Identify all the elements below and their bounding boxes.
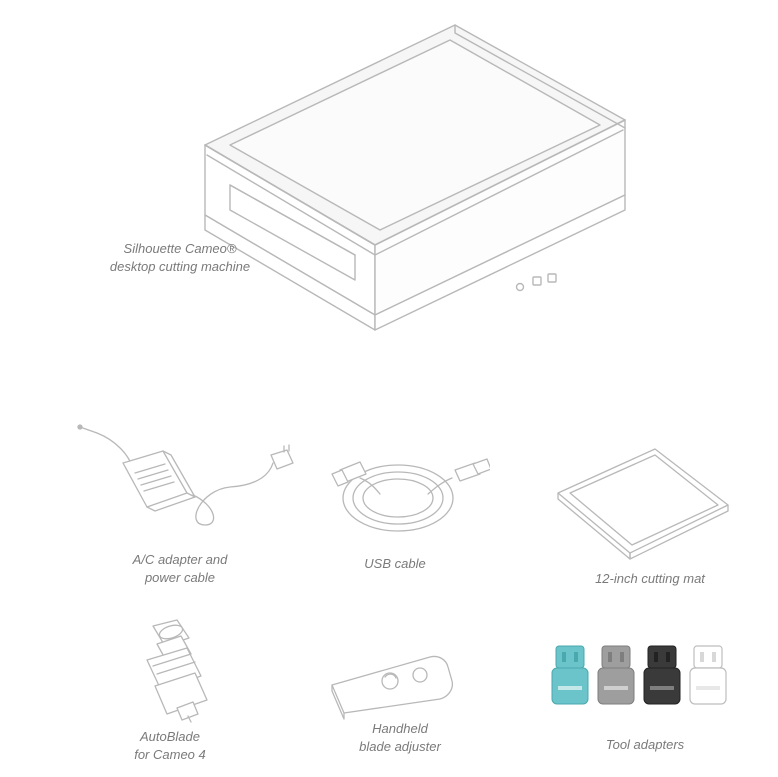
adjuster-label-line2: blade adjuster [359,739,441,754]
mat-label-text: 12-inch cutting mat [595,571,705,586]
machine-label: Silhouette Cameo® desktop cutting machin… [95,240,265,275]
adjuster-label: Handheld blade adjuster [325,720,475,755]
machine-label-line2: desktop cutting machine [110,259,250,274]
adjuster-illustration [320,645,470,720]
tooladapters-label: Tool adapters [575,736,715,754]
mat-illustration [540,435,740,570]
usb-illustration [320,430,490,545]
adapter-label: A/C adapter and power cable [95,551,265,586]
autoblade-illustration [95,618,225,728]
adjuster-label-line1: Handheld [372,721,428,736]
mat-label: 12-inch cutting mat [570,570,730,588]
machine-illustration [175,15,635,375]
adapter-label-line2: power cable [145,570,215,585]
usb-label-text: USB cable [364,556,425,571]
autoblade-label-line2: for Cameo 4 [134,747,206,762]
autoblade-label-line1: AutoBlade [140,729,200,744]
usb-label: USB cable [335,555,455,573]
autoblade-label: AutoBlade for Cameo 4 [95,728,245,763]
tooladapters-illustration [548,640,738,720]
adapter-illustration [75,415,305,545]
machine-label-line1: Silhouette Cameo® [124,241,237,256]
tooladapters-label-text: Tool adapters [606,737,684,752]
adapter-label-line1: A/C adapter and [133,552,228,567]
